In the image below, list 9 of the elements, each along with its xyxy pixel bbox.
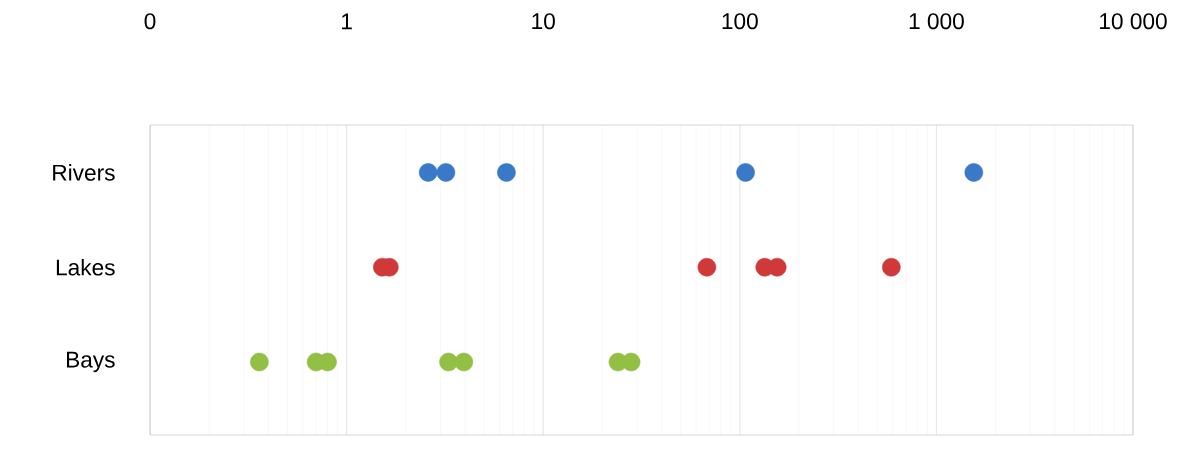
- x-tick-label: 1: [342, 13, 352, 30]
- x-tick-label: 100: [722, 13, 758, 30]
- x-tick-label: 1 000: [909, 13, 964, 30]
- x-tick-label: 10 000: [1100, 13, 1167, 30]
- x-tick-label: 0: [144, 13, 156, 30]
- y-tick-label: Bays: [66, 351, 115, 373]
- x-tick-label: 10: [532, 13, 555, 30]
- y-tick-label: Lakes: [56, 258, 115, 276]
- y-tick-label: Rivers: [53, 164, 115, 181]
